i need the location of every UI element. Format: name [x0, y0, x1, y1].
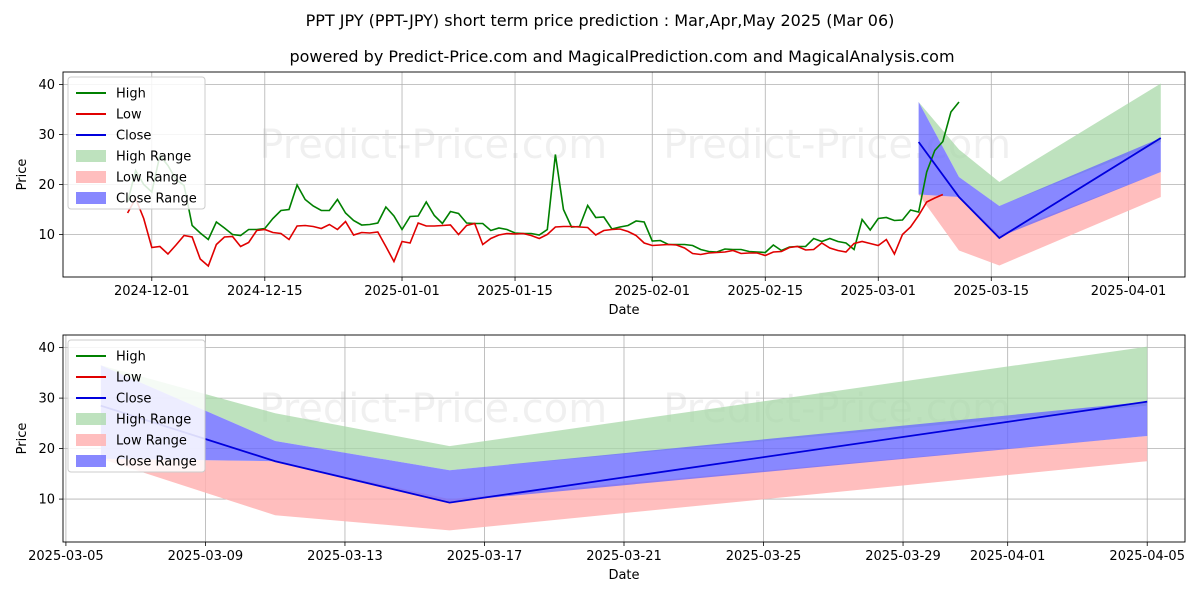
y-tick-label: 10 [38, 493, 55, 508]
legend-swatch-patch [76, 434, 106, 446]
y-tick-label: 40 [38, 341, 55, 356]
y-tick-label: 30 [38, 128, 55, 143]
y-tick-label: 40 [38, 78, 55, 93]
legend-label: High [116, 87, 146, 102]
y-tick-label: 20 [38, 442, 55, 457]
y-axis-label: Price [15, 423, 30, 455]
x-tick-label: 2025-03-09 [168, 549, 244, 564]
x-tick-label: 2025-03-29 [865, 549, 941, 564]
high-series-line [126, 101, 960, 254]
x-tick-label: 2025-03-25 [726, 549, 802, 564]
top-panel: Predict-Price.com Predict-Price.com2024-1… [15, 71, 1186, 318]
x-tick-label: 2025-04-01 [970, 549, 1046, 564]
legend-label: Close Range [116, 192, 197, 207]
y-tick-label: 20 [38, 178, 55, 193]
legend-swatch-patch [76, 150, 106, 162]
y-tick-label: 10 [38, 228, 55, 243]
high-range-band [918, 83, 1161, 206]
low-range-band [918, 172, 1161, 266]
legend-swatch-patch [76, 192, 106, 204]
x-axis-label: Date [608, 303, 639, 318]
y-tick-label: 30 [38, 392, 55, 407]
axes-frame [62, 71, 1186, 278]
x-tick-label: 2025-03-17 [447, 549, 523, 564]
x-tick-label: 2025-04-01 [1091, 284, 1167, 299]
bottom-panel: Predict-Price.comPredict-Price.com2025-0… [15, 334, 1186, 583]
legend-label: Low [116, 108, 142, 123]
x-tick-label: 2025-02-15 [727, 284, 803, 299]
x-tick-label: 2025-01-01 [364, 284, 440, 299]
legend-label: Close Range [116, 455, 197, 470]
legend-label: High [116, 350, 146, 365]
legend-swatch-patch [76, 455, 106, 467]
x-tick-label: 2025-01-15 [477, 284, 553, 299]
legend-label: Close [116, 392, 151, 407]
close-series-line [917, 137, 1162, 240]
legend-label: Close [116, 129, 151, 144]
close-range-band [918, 102, 1161, 237]
legend-label: Low [116, 371, 142, 386]
legend: High Low Close High Range Low Range Close Ran… [67, 76, 206, 210]
legend-label: High Range [116, 413, 191, 428]
y-axis-label: Price [15, 159, 30, 191]
x-tick-label: 2024-12-15 [227, 284, 303, 299]
chart-subtitle: powered by Predict-Price.com and Magical… [289, 47, 954, 66]
close-range-band [100, 365, 1148, 502]
legend-label: High Range [116, 150, 191, 165]
x-tick-label: 2025-03-15 [953, 284, 1029, 299]
low-range-band [100, 435, 1148, 531]
legend-label: Low Range [116, 434, 187, 449]
x-tick-label: 2024-12-01 [114, 284, 190, 299]
x-axis-label: Date [608, 568, 639, 583]
x-tick-label: 2025-03-13 [307, 549, 383, 564]
x-tick-label: 2025-02-01 [614, 284, 690, 299]
plot-area [126, 83, 1162, 268]
x-tick-label: 2025-04-05 [1109, 549, 1185, 564]
legend: High Low Close High Range Low Range Close Ran… [67, 339, 206, 473]
x-tick-label: 2025-03-01 [840, 284, 916, 299]
x-tick-label: 2025-03-21 [586, 549, 662, 564]
legend-swatch-patch [76, 171, 106, 183]
low-series-line [126, 193, 944, 268]
legend-swatch-patch [76, 413, 106, 425]
watermark-text: Predict-Price.com [259, 122, 607, 168]
x-tick-label: 2025-03-05 [28, 549, 104, 564]
chart-title: PPT JPY (PPT-JPY) short term price predi… [306, 11, 895, 30]
legend-label: Low Range [116, 171, 187, 186]
high-range-band [100, 346, 1148, 471]
